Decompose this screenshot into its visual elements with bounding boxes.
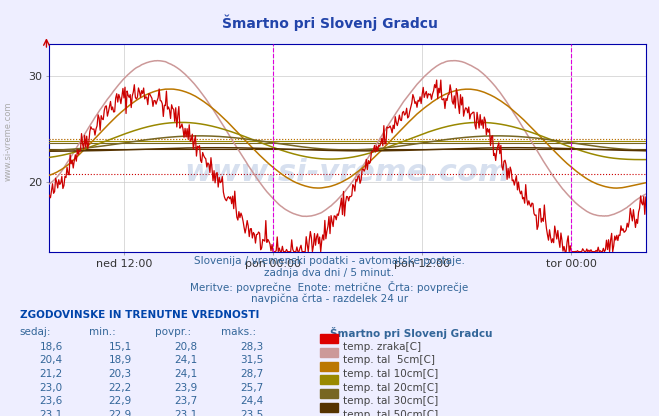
Text: ZGODOVINSKE IN TRENUTNE VREDNOSTI: ZGODOVINSKE IN TRENUTNE VREDNOSTI	[20, 310, 259, 320]
Text: 18,6: 18,6	[40, 342, 63, 352]
Text: navpična črta - razdelek 24 ur: navpična črta - razdelek 24 ur	[251, 293, 408, 304]
Text: temp. tal 20cm[C]: temp. tal 20cm[C]	[343, 383, 438, 393]
Text: 20,3: 20,3	[109, 369, 132, 379]
Text: www.si-vreme.com: www.si-vreme.com	[185, 158, 511, 187]
Text: Šmartno pri Slovenj Gradcu: Šmartno pri Slovenj Gradcu	[221, 15, 438, 31]
Text: 24,4: 24,4	[241, 396, 264, 406]
Text: Šmartno pri Slovenj Gradcu: Šmartno pri Slovenj Gradcu	[330, 327, 492, 339]
Text: povpr.:: povpr.:	[155, 327, 191, 337]
Text: temp. tal 10cm[C]: temp. tal 10cm[C]	[343, 369, 438, 379]
Text: 23,0: 23,0	[40, 383, 63, 393]
Text: 31,5: 31,5	[241, 355, 264, 365]
Text: 24,1: 24,1	[175, 355, 198, 365]
Text: 23,7: 23,7	[175, 396, 198, 406]
Text: 20,4: 20,4	[40, 355, 63, 365]
Text: 23,1: 23,1	[175, 410, 198, 416]
Text: 22,9: 22,9	[109, 396, 132, 406]
Text: Meritve: povprečne  Enote: metrične  Črta: povprečje: Meritve: povprečne Enote: metrične Črta:…	[190, 281, 469, 293]
Text: 23,9: 23,9	[175, 383, 198, 393]
Text: sedaj:: sedaj:	[20, 327, 51, 337]
Text: temp. zraka[C]: temp. zraka[C]	[343, 342, 421, 352]
Text: maks.:: maks.:	[221, 327, 256, 337]
Text: 20,8: 20,8	[175, 342, 198, 352]
Text: temp. tal  5cm[C]: temp. tal 5cm[C]	[343, 355, 435, 365]
Text: min.:: min.:	[89, 327, 116, 337]
Text: www.si-vreme.com: www.si-vreme.com	[3, 102, 13, 181]
Text: 21,2: 21,2	[40, 369, 63, 379]
Text: 23,5: 23,5	[241, 410, 264, 416]
Text: 22,2: 22,2	[109, 383, 132, 393]
Text: Slovenija / vremenski podatki - avtomatske postaje.: Slovenija / vremenski podatki - avtomats…	[194, 256, 465, 266]
Text: 15,1: 15,1	[109, 342, 132, 352]
Text: 24,1: 24,1	[175, 369, 198, 379]
Text: 23,6: 23,6	[40, 396, 63, 406]
Text: zadnja dva dni / 5 minut.: zadnja dva dni / 5 minut.	[264, 268, 395, 278]
Text: temp. tal 30cm[C]: temp. tal 30cm[C]	[343, 396, 438, 406]
Text: 25,7: 25,7	[241, 383, 264, 393]
Text: 28,7: 28,7	[241, 369, 264, 379]
Text: 22,9: 22,9	[109, 410, 132, 416]
Text: 18,9: 18,9	[109, 355, 132, 365]
Text: 28,3: 28,3	[241, 342, 264, 352]
Text: temp. tal 50cm[C]: temp. tal 50cm[C]	[343, 410, 438, 416]
Text: 23,1: 23,1	[40, 410, 63, 416]
